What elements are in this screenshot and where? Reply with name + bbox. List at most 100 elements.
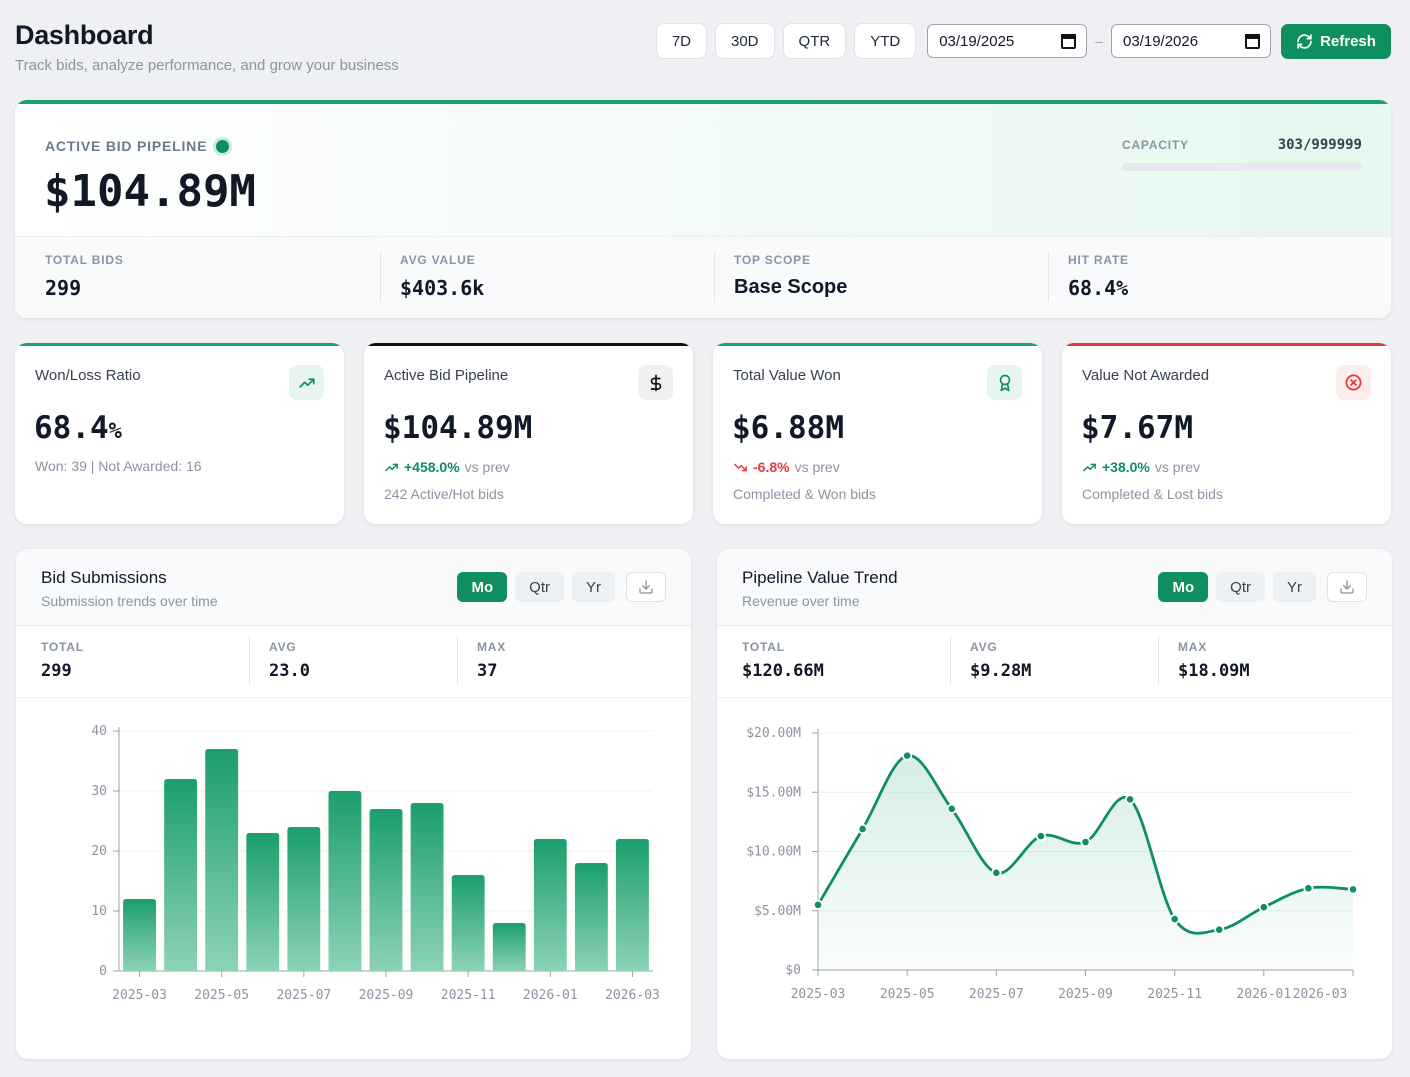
- calendar-icon[interactable]: [1245, 33, 1260, 49]
- kpi-card-won-loss[interactable]: Won/Loss Ratio 68.4% Won: 39 | Not Award…: [15, 343, 344, 524]
- kpi-detail: Won: 39 | Not Awarded: 16: [35, 458, 202, 474]
- panel-stat-total: TOTAL 299: [16, 626, 249, 697]
- y-tick-label: $15.00M: [746, 785, 801, 800]
- kpi-delta-suffix: vs prev: [794, 459, 840, 475]
- kpi-delta-suffix: vs prev: [464, 459, 510, 475]
- kpi-delta: +458.0%: [404, 459, 460, 475]
- bar: [123, 899, 156, 971]
- hero-stat-value: 299: [45, 276, 82, 300]
- date-to-value: 03/19/2026: [1123, 32, 1199, 50]
- calendar-icon[interactable]: [1061, 33, 1077, 49]
- kpi-accent-bar: [364, 343, 693, 346]
- date-controls: 7D 30D QTR YTD 03/19/2025 – 03/19/2026 R…: [655, 23, 1391, 59]
- panel-stat-label: TOTAL: [41, 640, 84, 654]
- x-circle-icon: [1336, 365, 1371, 400]
- panel-subtitle: Revenue over time: [742, 593, 860, 609]
- bid-submissions-bar-chart: 0 10 20 30 40 2025-03 2025-05 2025-07 2025-09 202…: [91, 724, 660, 1003]
- kpi-delta-row: -6.8% vs prev: [733, 459, 840, 475]
- panel-stat-avg: AVG 23.0: [249, 626, 457, 697]
- kpi-value: $104.89M: [383, 410, 533, 446]
- bid-submissions-panel: Bid Submissions Submission trends over t…: [16, 549, 691, 1059]
- data-point: [1258, 902, 1269, 913]
- x-tick-label: 2025-05: [880, 987, 935, 1002]
- bar: [533, 839, 567, 971]
- refresh-icon: [1297, 33, 1312, 49]
- panel-stat-max: MAX $18.09M: [1158, 626, 1378, 697]
- live-status-dot: [216, 139, 230, 153]
- kpi-detail: Completed & Lost bids: [1082, 486, 1223, 502]
- kpi-accent-bar: [15, 343, 344, 346]
- hero-stat-value: $403.6k: [400, 276, 485, 300]
- kpi-accent-bar: [713, 343, 1042, 346]
- x-tick-label: 2026-03: [605, 988, 660, 1003]
- x-tick-label: 2025-07: [969, 987, 1024, 1002]
- hero-stat-label: TOTAL BIDS: [45, 253, 124, 267]
- pipeline-trend-panel: Pipeline Value Trend Revenue over time M…: [717, 549, 1392, 1059]
- kpi-detail: Completed & Won bids: [733, 486, 876, 502]
- data-point: [1169, 913, 1180, 925]
- range-ytd-button[interactable]: YTD: [854, 23, 917, 59]
- panel-stat-value: 299: [41, 661, 72, 681]
- kpi-delta-row: +458.0% vs prev: [384, 459, 510, 475]
- panel-stat-label: AVG: [269, 640, 297, 654]
- data-point: [812, 899, 824, 910]
- hero-label-text: ACTIVE BID PIPELINE: [45, 138, 208, 154]
- download-button[interactable]: [1327, 572, 1367, 602]
- x-tick-label: 2025-11: [441, 988, 496, 1003]
- page-header: Dashboard Track bids, analyze performanc…: [15, 20, 1391, 80]
- y-tick-label: 40: [91, 724, 107, 739]
- download-button[interactable]: [626, 572, 666, 602]
- hero-stat-label: HIT RATE: [1068, 253, 1129, 267]
- date-from-input[interactable]: 03/19/2025: [927, 24, 1088, 58]
- download-icon: [639, 580, 653, 594]
- period-year-button[interactable]: Yr: [572, 572, 615, 602]
- kpi-title: Active Bid Pipeline: [384, 367, 509, 384]
- period-month-button[interactable]: Mo: [1158, 572, 1209, 602]
- range-7d-button[interactable]: 7D: [655, 23, 707, 59]
- bar: [369, 809, 403, 971]
- kpi-accent-bar: [1062, 343, 1391, 346]
- y-tick-label: 10: [91, 904, 107, 919]
- x-tick-label: 2025-11: [1147, 987, 1202, 1002]
- panel-stat-label: MAX: [1178, 640, 1208, 654]
- panel-stat-avg: AVG $9.28M: [950, 626, 1158, 697]
- range-30d-button[interactable]: 30D: [715, 23, 775, 59]
- kpi-card-total-won[interactable]: Total Value Won $6.88M -6.8% vs prev Com…: [713, 343, 1042, 524]
- range-qtr-button[interactable]: QTR: [782, 23, 847, 59]
- panel-subtitle: Submission trends over time: [41, 593, 218, 609]
- x-tick-label: 2025-05: [194, 988, 249, 1003]
- kpi-value: $6.88M: [732, 410, 844, 446]
- hero-stat-value: Base Scope: [734, 276, 848, 298]
- capacity-bar: [1122, 163, 1362, 171]
- period-month-button[interactable]: Mo: [457, 572, 508, 602]
- x-tick-label: 2025-03: [791, 987, 846, 1002]
- kpi-value-number: 68.4: [34, 410, 109, 446]
- panel-stat-value: 37: [477, 661, 498, 681]
- refresh-button[interactable]: Refresh: [1281, 23, 1391, 59]
- y-tick-label: $5.00M: [754, 904, 801, 919]
- period-year-button[interactable]: Yr: [1273, 572, 1316, 602]
- period-quarter-button[interactable]: Qtr: [1216, 572, 1265, 602]
- hero-stats: TOTAL BIDS 299 AVG VALUE $403.6k TOP SCO…: [15, 236, 1391, 318]
- kpi-card-not-awarded[interactable]: Value Not Awarded $7.67M +38.0% vs prev …: [1062, 343, 1391, 524]
- data-point: [902, 750, 913, 761]
- panel-stat-total: TOTAL $120.66M: [717, 626, 950, 697]
- hero-stat-total-bids: TOTAL BIDS 299: [15, 237, 380, 318]
- kpi-delta: -6.8%: [753, 459, 790, 475]
- hero-value: $104.89M: [44, 166, 256, 217]
- bar: [164, 779, 198, 971]
- kpi-card-active-pipeline[interactable]: Active Bid Pipeline $104.89M +458.0% vs …: [364, 343, 693, 524]
- dollar-icon: [638, 365, 673, 400]
- y-tick-label: $20.00M: [746, 726, 801, 741]
- y-tick-label: $10.00M: [746, 845, 801, 860]
- y-tick-label: 20: [91, 844, 107, 859]
- kpi-delta-suffix: vs prev: [1154, 459, 1200, 475]
- panel-stat-value: 23.0: [269, 661, 310, 681]
- date-range-separator: –: [1095, 33, 1103, 49]
- bar: [205, 749, 239, 971]
- area-fill: [818, 755, 1353, 970]
- data-point: [1080, 836, 1091, 848]
- hero-label: ACTIVE BID PIPELINE: [45, 138, 230, 154]
- period-quarter-button[interactable]: Qtr: [515, 572, 564, 602]
- date-to-input[interactable]: 03/19/2026: [1111, 24, 1271, 58]
